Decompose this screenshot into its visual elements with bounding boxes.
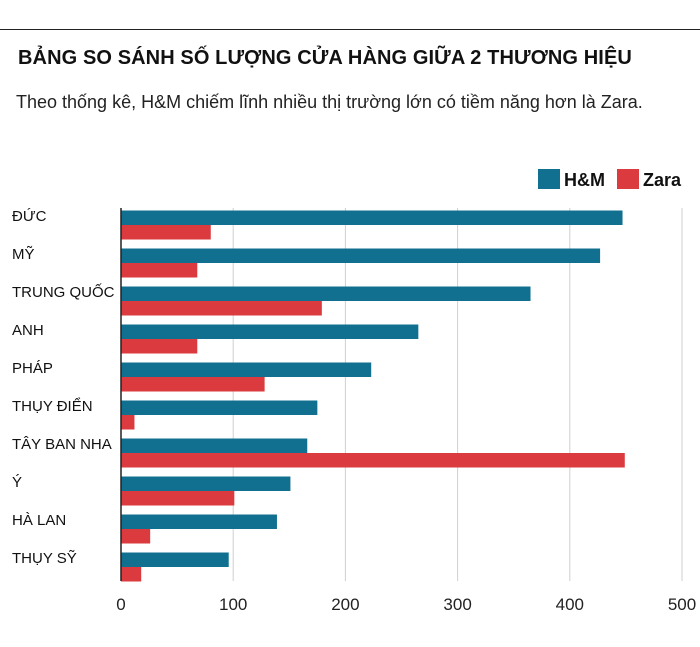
category-label: TÂY BAN NHA <box>12 436 112 453</box>
bar-hm <box>121 552 229 567</box>
category-label: Ý <box>12 474 22 491</box>
bar-hm <box>121 514 277 529</box>
x-tick-label: 100 <box>219 595 247 614</box>
tick-labels: 0 100 200 300 400 500 <box>116 595 696 614</box>
bar-hm <box>121 476 291 491</box>
category-label: ĐỨC <box>12 208 47 225</box>
bar-hm <box>121 400 318 415</box>
bar-hm <box>121 286 531 301</box>
legend: H&M Zara <box>538 169 682 190</box>
bars <box>121 210 625 582</box>
category-label: THỤY ĐIỂN <box>12 397 93 415</box>
category-label: MỸ <box>12 246 35 263</box>
legend-swatch <box>617 169 639 189</box>
bar-hm <box>121 248 601 263</box>
x-tick-label: 0 <box>116 595 125 614</box>
bar-zara <box>121 415 135 430</box>
category-labels: ĐỨC MỸ TRUNG QUỐC ANH PHÁP THỤY ĐIỂN TÂY BAN N… <box>12 208 115 567</box>
bar-hm <box>121 324 419 339</box>
bar-zara <box>121 301 322 316</box>
top-rule <box>0 29 700 30</box>
category-label: ANH <box>12 322 44 339</box>
category-label: PHÁP <box>12 360 53 377</box>
bar-zara <box>121 567 142 582</box>
legend-label: Zara <box>643 170 682 190</box>
bar-zara <box>121 377 265 392</box>
x-tick-label: 500 <box>668 595 696 614</box>
bar-zara <box>121 263 198 278</box>
x-tick-label: 300 <box>443 595 471 614</box>
category-label: THỤY SỸ <box>12 550 77 567</box>
legend-label: H&M <box>564 170 605 190</box>
bar-zara <box>121 529 151 544</box>
legend-swatch <box>538 169 560 189</box>
chart-subtitle: Theo thống kê, H&M chiếm lĩnh nhiều thị … <box>16 92 643 112</box>
chart-title: BẢNG SO SÁNH SỐ LƯỢNG CỬA HÀNG GIỮA 2 TH… <box>18 47 632 69</box>
bar-zara <box>121 225 211 240</box>
category-label: TRUNG QUỐC <box>12 283 115 301</box>
bar-zara <box>121 453 625 468</box>
bar-hm <box>121 210 623 225</box>
x-tick-label: 200 <box>331 595 359 614</box>
gridlines <box>232 208 683 581</box>
bar-hm <box>121 438 308 453</box>
category-label: HÀ LAN <box>12 512 66 529</box>
bar-hm <box>121 362 372 377</box>
x-tick-label: 400 <box>556 595 584 614</box>
bar-zara <box>121 339 198 354</box>
bar-zara <box>121 491 235 506</box>
